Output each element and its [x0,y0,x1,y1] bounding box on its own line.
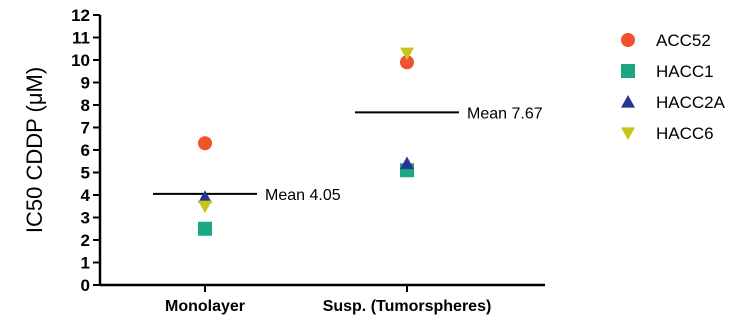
data-point-acc52 [400,55,414,70]
y-tick-label: 11 [72,29,90,48]
mean-label: Mean 4.05 [265,187,341,204]
legend-marker-acc52 [621,33,635,47]
y-tick-label: 7 [81,119,90,138]
legend-marker-hacc1 [621,64,635,78]
legend-label: HACC2A [656,93,726,112]
mean-label: Mean 7.67 [467,105,543,122]
data-point-acc52 [198,136,212,151]
y-tick-label: 8 [81,96,90,115]
chart-axes [98,15,545,287]
data-point-hacc2a [198,190,212,203]
data-point-hacc1 [198,221,212,236]
y-tick-label: 1 [81,254,90,273]
y-tick-label: 2 [81,231,90,250]
y-tick-label: 0 [81,276,90,295]
data-point-hacc6 [198,200,212,214]
legend-label: HACC6 [656,124,714,143]
legend-label: HACC1 [656,62,714,81]
data-point-hacc6 [400,47,414,61]
legend-label: ACC52 [656,31,711,50]
y-tick-label: 6 [81,141,90,160]
y-tick-label: 10 [71,51,90,70]
data-point-group [198,47,414,236]
data-point-hacc2a [400,156,414,170]
mean-line-group: Mean 4.05 Mean 7.67 [153,105,543,204]
y-tick-label: 3 [81,209,90,228]
x-category-label: Monolayer [165,298,245,315]
y-axis-label: IC50 CDDP (μM) [22,67,47,233]
y-tick-label: 4 [81,186,91,205]
legend-marker-hacc2a [621,95,635,108]
y-tick-label: 12 [71,6,90,25]
x-category-label: Susp. (Tumorspheres) [323,298,492,315]
y-tick-label: 9 [81,74,90,93]
y-tick-label: 5 [81,164,90,183]
legend: ACC52 HACC1 HACC2A HACC6 [621,31,726,143]
x-category-group: Monolayer Susp. (Tumorspheres) [165,285,491,315]
legend-marker-hacc6 [621,127,635,140]
